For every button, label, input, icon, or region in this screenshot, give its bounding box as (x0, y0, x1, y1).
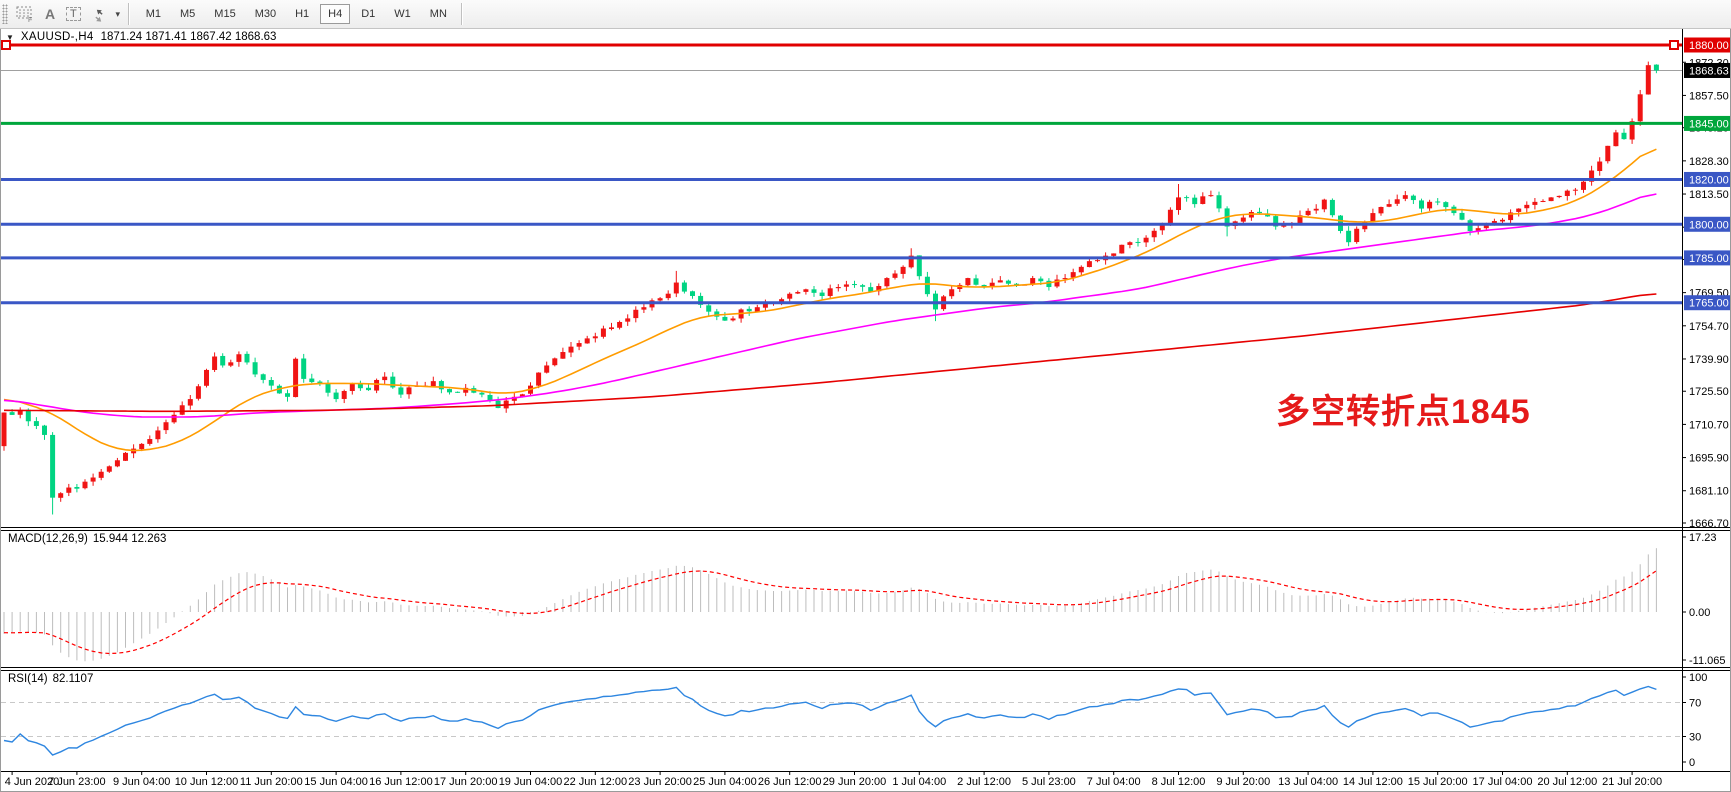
timeframe-group: M1 M5 M15 M30 H1 H4 D1 W1 MN (138, 4, 455, 24)
svg-text:F: F (28, 17, 32, 22)
svg-text:1828.30: 1828.30 (1689, 156, 1729, 168)
toolbar-grip[interactable] (2, 4, 8, 24)
macd-name: MACD(12,26,9) (8, 533, 88, 545)
tf-button-M30[interactable]: M30 (247, 4, 284, 24)
time-axis-label: 11 Jun 20:00 (240, 776, 303, 788)
ma-slow-line (3, 293, 1657, 413)
time-axis-label: 29 Jun 20:00 (823, 776, 887, 788)
chevron-down-icon[interactable]: ▼ (6, 32, 14, 42)
svg-text:1800.00: 1800.00 (1689, 219, 1729, 231)
rsi-label: RSI(14) 82.1107 (8, 673, 98, 685)
splitter-macd-rsi[interactable] (0, 667, 1731, 671)
tf-button-M15[interactable]: M15 (206, 4, 243, 24)
symbol-info[interactable]: ▼ XAUUSD-,H4 1871.24 1871.41 1867.42 186… (6, 31, 276, 43)
macd-signal-line (3, 570, 1657, 655)
macd-label: MACD(12,26,9) 15.944 12.263 (8, 533, 171, 545)
time-axis-label: 7 Jun 23:00 (48, 776, 106, 788)
svg-text:1868.63: 1868.63 (1689, 65, 1729, 77)
horizontal-levels[interactable]: 1880.00 1845.00 1820.00 1800.00 1785.00 1765.… (0, 37, 1731, 311)
time-axis-label: 9 Jul 20:00 (1216, 776, 1270, 788)
time-axis-label: 7 Jul 04:00 (1087, 776, 1141, 788)
dotted-grid-icon[interactable]: F (11, 3, 39, 25)
svg-text:0: 0 (1689, 757, 1695, 769)
svg-text:1813.50: 1813.50 (1689, 189, 1729, 201)
time-axis-label: 1 Jul 04:00 (892, 776, 946, 788)
time-axis-label: 19 Jun 04:00 (499, 776, 563, 788)
svg-text:1681.10: 1681.10 (1689, 486, 1729, 498)
text-label-icon[interactable]: T (61, 3, 86, 25)
svg-text:17.23: 17.23 (1689, 532, 1717, 544)
time-axis-label: 26 Jun 12:00 (758, 776, 822, 788)
tf-button-H1[interactable]: H1 (287, 4, 317, 24)
time-axis-label: 23 Jun 20:00 (628, 776, 692, 788)
insert-text-icon[interactable]: A (39, 3, 61, 25)
time-axis-label: 25 Jun 04:00 (693, 776, 757, 788)
time-axis-label: 17 Jun 20:00 (434, 776, 498, 788)
svg-text:1710.70: 1710.70 (1689, 419, 1729, 431)
time-axis-label: 4 Jun 2020 (5, 776, 59, 788)
time-axis-label: 13 Jul 04:00 (1278, 776, 1338, 788)
ma-medium-line (3, 193, 1657, 418)
tf-button-M1[interactable]: M1 (138, 4, 169, 24)
svg-text:1857.50: 1857.50 (1689, 90, 1729, 102)
time-axis-label: 20 Jul 12:00 (1537, 776, 1597, 788)
macd-histogram (3, 548, 1657, 662)
current-price-badge: 1868.63 (1684, 62, 1731, 78)
toolbar: F A T ▾ M1 M5 M15 M30 H1 H4 D1 W1 MN (0, 0, 1731, 29)
svg-text:0.00: 0.00 (1689, 607, 1710, 619)
time-axis-label: 21 Jul 20:00 (1602, 776, 1662, 788)
time-axis-label: 14 Jul 12:00 (1343, 776, 1403, 788)
time-axis-label: 10 Jun 12:00 (175, 776, 239, 788)
ohlc-values: 1871.24 1871.41 1867.42 1868.63 (100, 31, 277, 43)
time-axis-label: 15 Jul 20:00 (1408, 776, 1468, 788)
time-axis-label: 2 Jul 12:00 (957, 776, 1011, 788)
svg-text:1754.70: 1754.70 (1689, 321, 1729, 333)
rsi-line (3, 685, 1657, 756)
tf-button-W1[interactable]: W1 (386, 4, 419, 24)
arrows-tool-icon[interactable] (86, 3, 112, 25)
svg-text:30: 30 (1689, 732, 1701, 744)
candles-layer (1, 61, 1659, 515)
time-axis-label: 9 Jun 04:00 (113, 776, 171, 788)
splitter-main-macd[interactable] (0, 527, 1731, 531)
rsi-value: 82.1107 (52, 673, 94, 685)
time-axis-label: 8 Jul 12:00 (1152, 776, 1206, 788)
ma-fast-line (3, 148, 1657, 452)
tf-button-D1[interactable]: D1 (353, 4, 383, 24)
tf-button-H4[interactable]: H4 (320, 4, 351, 24)
toolbar-separator (460, 3, 463, 25)
svg-text:1820.00: 1820.00 (1689, 174, 1729, 186)
svg-text:1695.90: 1695.90 (1689, 453, 1729, 465)
rsi-level-lines (1, 702, 1682, 737)
svg-text:1666.70: 1666.70 (1689, 518, 1729, 530)
svg-text:1785.00: 1785.00 (1689, 253, 1729, 265)
dropdown-caret-icon[interactable]: ▾ (112, 3, 124, 25)
svg-text:-11.065: -11.065 (1689, 655, 1726, 667)
chart-annotation-text[interactable]: 多空转折点1845 (1276, 393, 1531, 431)
time-axis-label: 16 Jun 12:00 (369, 776, 433, 788)
time-axis-label: 22 Jun 12:00 (563, 776, 627, 788)
svg-text:1739.90: 1739.90 (1689, 354, 1729, 366)
symbol-label: XAUUSD-,H4 (20, 31, 94, 43)
svg-text:1765.00: 1765.00 (1689, 298, 1729, 310)
tf-button-MN[interactable]: MN (422, 4, 455, 24)
macd-values: 15.944 12.263 (92, 533, 167, 545)
time-axis-label: 17 Jul 04:00 (1473, 776, 1533, 788)
svg-text:100: 100 (1689, 672, 1707, 684)
svg-text:1725.50: 1725.50 (1689, 386, 1729, 398)
rsi-name: RSI(14) (8, 673, 48, 685)
time-axis-label: 15 Jun 04:00 (304, 776, 368, 788)
toolbar-separator (127, 3, 130, 25)
svg-text:1880.00: 1880.00 (1689, 40, 1729, 52)
text-label-glyph: T (66, 7, 81, 21)
svg-text:70: 70 (1689, 698, 1701, 710)
tf-button-M5[interactable]: M5 (172, 4, 203, 24)
svg-text:1845.00: 1845.00 (1689, 118, 1729, 130)
time-axis-label: 5 Jul 23:00 (1022, 776, 1076, 788)
